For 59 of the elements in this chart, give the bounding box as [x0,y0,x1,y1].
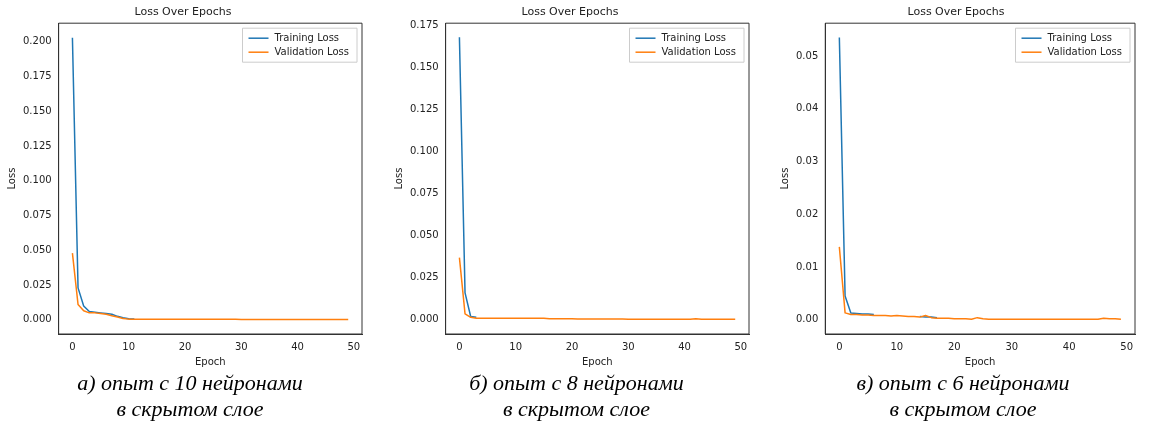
y-tick-label: 0.150 [409,61,439,73]
x-tick-label: 50 [347,340,361,352]
x-tick-label: 40 [677,340,691,352]
y-tick-label: 0.00 [796,313,819,325]
y-tick-label: 0.175 [409,18,439,30]
x-tick-label: 10 [122,340,136,352]
y-tick-label: 0.075 [409,187,439,199]
y-tick-label: 0.03 [796,155,819,167]
x-tick-label: 40 [291,340,304,352]
x-tick-label: 30 [621,340,635,352]
y-tick-label: 0.050 [409,229,439,241]
x-axis-title: Epoch [964,355,996,367]
legend-label: Training Loss [660,31,726,43]
x-tick-label: 0 [836,340,843,352]
text: в) опыт с 6 нейронами в скрытом слое [856,370,1070,422]
y-axis-title: Loss [392,167,404,190]
y-tick-label: 0.200 [22,35,52,47]
y-tick-label: 0.01 [796,260,819,272]
legend-label: Training Loss [1046,31,1113,43]
legend-label: Validation Loss [274,45,350,57]
y-tick-label: 0.025 [22,278,52,290]
y-tick-label: 0.050 [22,243,52,255]
y-tick-label: 0.04 [796,102,819,114]
x-axis-title: Epoch [581,355,613,367]
y-tick-label: 0.100 [409,145,439,157]
y-tick-label: 0.100 [22,174,52,186]
x-tick-label: 20 [947,340,961,352]
y-axis-title: Loss [5,167,17,190]
chart-title: Loss Over Epochs [134,5,232,19]
y-tick-label: 0.075 [22,209,52,221]
x-tick-label: 20 [565,340,578,352]
y-tick-label: 0.05 [796,49,819,61]
x-tick-label: 30 [1005,340,1019,352]
x-tick-label: 50 [1120,340,1134,352]
x-tick-label: 10 [890,340,904,352]
text: б) опыт с 8 нейронами в скрытом слое [469,370,684,422]
y-tick-label: 0.02 [796,207,819,219]
y-tick-label: 0.000 [22,313,52,325]
x-tick-label: 10 [508,340,522,352]
chart-title: Loss Over Epochs [521,5,619,19]
y-tick-label: 0.125 [409,103,439,115]
x-tick-label: 20 [178,340,192,352]
legend-label: Validation Loss [1047,45,1123,57]
y-axis-title: Loss [778,167,790,190]
y-tick-label: 0.175 [22,70,52,82]
y-tick-label: 0.025 [409,271,439,283]
x-axis-title: Epoch [195,355,226,367]
y-tick-label: 0.000 [409,313,439,325]
x-tick-label: 0 [69,340,76,352]
chart-title: Loss Over Epochs [907,5,1005,19]
legend-label: Validation Loss [661,45,736,57]
x-tick-label: 40 [1062,340,1076,352]
y-tick-label: 0.150 [22,104,52,116]
text: а) опыт с 10 нейронами в скрытом слое [77,370,303,422]
legend-label: Training Loss [273,31,340,43]
y-tick-label: 0.125 [22,139,52,151]
x-tick-label: 50 [733,340,747,352]
x-tick-label: 30 [234,340,248,352]
x-tick-label: 0 [455,340,463,352]
